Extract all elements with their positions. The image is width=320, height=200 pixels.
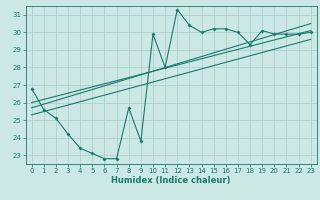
X-axis label: Humidex (Indice chaleur): Humidex (Indice chaleur): [111, 176, 231, 185]
